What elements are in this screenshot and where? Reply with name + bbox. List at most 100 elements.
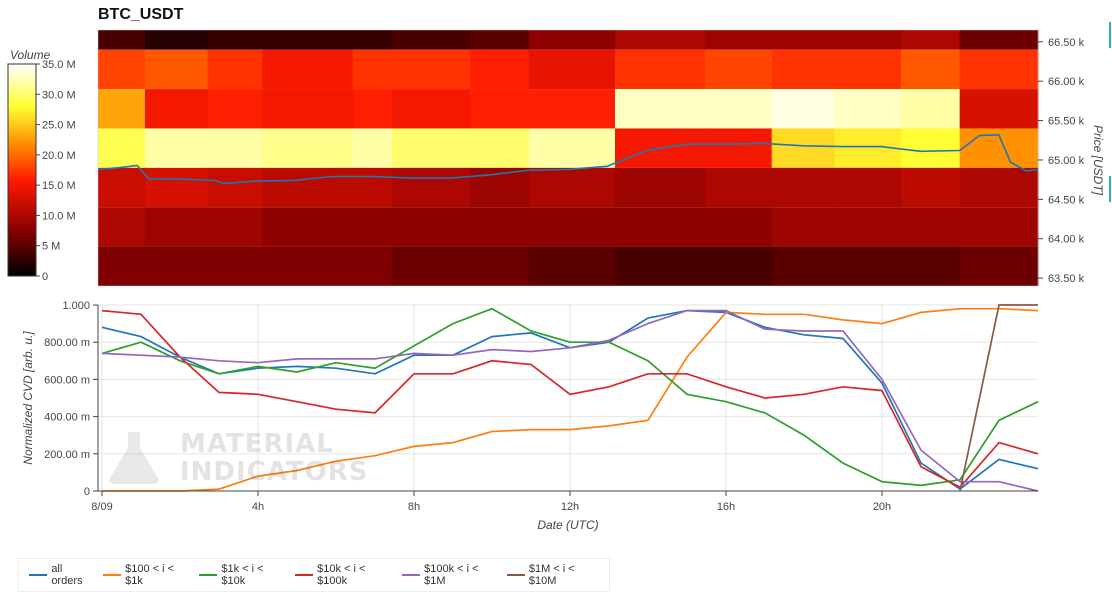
heatmap-cell: [352, 167, 393, 208]
heatmap-cell: [528, 167, 616, 208]
heatmap-cell: [528, 30, 616, 50]
heatmap-cell: [352, 246, 393, 286]
heatmap-cell: [615, 167, 706, 208]
heatmap-cell: [470, 207, 530, 247]
heatmap-cell: [470, 89, 530, 129]
legend-swatch: [199, 574, 218, 576]
cvd-x-tick-label: 20h: [873, 501, 891, 513]
colorbar-tick-label: 35.0 M: [42, 59, 76, 71]
heatmap-cell: [470, 246, 530, 286]
cvd-series-line: [101, 309, 1039, 489]
legend-item[interactable]: $1k < i < $10k: [199, 563, 285, 587]
heatmap-cell: [834, 207, 902, 247]
heatmap-cell: [98, 128, 146, 168]
heatmap-cell: [959, 30, 1039, 50]
heatmap-cell: [470, 30, 530, 50]
cvd-y-tick-label: 0: [84, 486, 90, 498]
heatmap-cell: [705, 207, 773, 247]
heatmap-cell: [391, 167, 471, 208]
heatmap-cell: [528, 207, 616, 247]
colorbar-tick-label: 10.0 M: [42, 210, 76, 222]
heatmap-y-axis-title: Price [USDT]: [1091, 125, 1105, 196]
legend-item[interactable]: $100k < i < $1M: [401, 563, 497, 587]
cvd-series-line: [959, 304, 1038, 492]
cvd-plot: 0 200.00 m 400.00 m 600.00 m 800.00 m 1.000 8…: [21, 300, 1039, 532]
watermark-line-1: MATERIAL: [180, 429, 334, 459]
heatmap-plot: 63.50 k 64.00 k 64.50 k 65.00 k 65.50 k 66.00…: [97, 22, 1111, 287]
heatmap-cell: [705, 167, 773, 208]
legend-swatch: [506, 574, 525, 576]
legend-label: all orders: [51, 563, 83, 587]
colorbar-tick-label: 25.0 M: [42, 120, 76, 132]
heatmap-cell: [615, 246, 706, 286]
cvd-y-tick-label: 600.00 m: [44, 374, 90, 386]
heatmap-cell: [145, 128, 209, 168]
colorbar-label: Volume: [10, 48, 51, 62]
heatmap-cell: [959, 167, 1039, 208]
heatmap-cell: [207, 30, 263, 50]
heatmap-cell: [207, 89, 263, 129]
watermark-line-2: INDICATORS: [180, 457, 369, 487]
legend-swatch: [29, 574, 48, 576]
heatmap-cell: [900, 246, 961, 286]
legend-item[interactable]: $100 < i < $1k: [102, 563, 189, 587]
heatmap-cell: [615, 89, 706, 129]
heatmap-cell: [470, 49, 530, 90]
heatmap-cell: [705, 89, 773, 129]
heatmap-cell: [615, 49, 706, 90]
heatmap-cell: [352, 30, 393, 50]
heatmap-cell: [771, 207, 835, 247]
legend-label: $1k < i < $10k: [221, 563, 264, 587]
legend-item[interactable]: all orders: [29, 563, 93, 587]
colorbar: Volume 0 5 M 10.0 M 15.0 M 20.0 M 25.0 M 30.0 …: [7, 48, 76, 283]
heatmap-cell: [900, 89, 961, 129]
heatmap-cell: [98, 49, 146, 90]
heatmap-cell: [771, 167, 835, 208]
legend-item[interactable]: $1M < i < $10M: [506, 563, 599, 587]
cvd-x-tick-label: 12h: [561, 501, 579, 513]
heatmap-cell: [528, 128, 616, 168]
heatmap-cell: [391, 128, 471, 168]
heatmap-y-tick-label: 66.00 k: [1048, 76, 1085, 88]
heatmap-cell: [771, 89, 835, 129]
heatmap-cell: [262, 207, 354, 247]
heatmap-y-tick-label: 65.50 k: [1048, 116, 1085, 128]
cvd-series-line: [101, 309, 1039, 492]
heatmap-cell: [207, 49, 263, 90]
heatmap-cell: [98, 207, 146, 247]
cvd-y-tick-label: 1.000: [62, 300, 90, 312]
heatmap-cell: [528, 89, 616, 129]
cvd-y-tick-label: 800.00 m: [44, 337, 90, 349]
colorbar-tick-label: 5 M: [42, 241, 60, 253]
heatmap-cell: [959, 207, 1039, 247]
heatmap-cell: [959, 246, 1039, 286]
heatmap-cell: [834, 49, 902, 90]
heatmap-y-tick-label: 64.50 k: [1048, 194, 1085, 206]
heatmap-cell: [900, 167, 961, 208]
price-line: [97, 133, 1039, 185]
cvd-x-tick-label: 4h: [252, 501, 264, 513]
heatmap-cell: [705, 30, 773, 50]
cvd-x-tick-label: 8h: [408, 501, 420, 513]
heatmap-cell: [900, 128, 961, 168]
x-axis-title: Date (UTC): [537, 518, 598, 532]
heatmap-cell: [834, 30, 902, 50]
legend-label: $100k < i < $1M: [424, 563, 479, 587]
heatmap-cell: [705, 246, 773, 286]
heatmap-cell: [391, 30, 471, 50]
heatmap-cell: [391, 207, 471, 247]
cvd-x-tick-label: 16h: [717, 501, 735, 513]
heatmap-cell: [98, 89, 146, 129]
heatmap-y-tick-label: 64.00 k: [1048, 234, 1085, 246]
heatmap-cell: [145, 30, 209, 50]
heatmap-cell: [262, 89, 354, 129]
legend-swatch: [294, 574, 314, 576]
heatmap-cell: [262, 30, 354, 50]
heatmap-cell: [834, 167, 902, 208]
legend-label: $100 < i < $1k: [125, 563, 175, 587]
heatmap-cell: [207, 246, 263, 286]
legend-label: $10k < i < $100k: [317, 563, 366, 587]
heatmap-cell: [207, 207, 263, 247]
legend-item[interactable]: $10k < i < $100k: [294, 563, 392, 587]
material-indicators-watermark: MATERIAL INDICATORS: [100, 428, 367, 488]
